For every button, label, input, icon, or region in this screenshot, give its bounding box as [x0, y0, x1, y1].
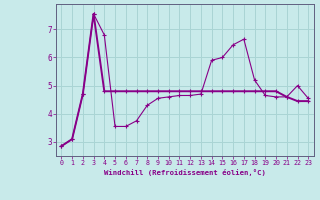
X-axis label: Windchill (Refroidissement éolien,°C): Windchill (Refroidissement éolien,°C)	[104, 169, 266, 176]
